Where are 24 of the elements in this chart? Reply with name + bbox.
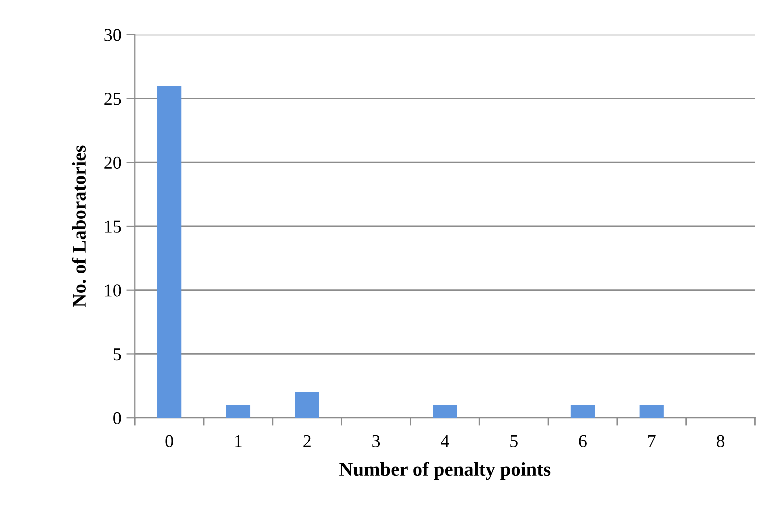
x-axis-title: Number of penalty points bbox=[340, 462, 551, 480]
x-tick-label: 8 bbox=[716, 435, 725, 448]
y-tick-label: 20 bbox=[104, 156, 122, 170]
y-tick-label: 10 bbox=[105, 284, 122, 297]
bar bbox=[570, 405, 596, 418]
x-tick-label: 4 bbox=[441, 435, 450, 448]
x-tick-label: 3 bbox=[372, 435, 380, 448]
y-tick-label: 15 bbox=[105, 220, 122, 233]
bar bbox=[226, 405, 251, 418]
y-tick-label: 5 bbox=[114, 348, 122, 361]
x-tick-label: 1 bbox=[236, 435, 242, 448]
y-axis-title: No. of Laboratories bbox=[72, 146, 86, 308]
bar bbox=[158, 86, 182, 418]
bar bbox=[640, 405, 664, 418]
y-tick-label: 25 bbox=[104, 93, 122, 106]
bar bbox=[433, 405, 458, 418]
x-tick-label: 5 bbox=[510, 435, 518, 448]
bar bbox=[295, 392, 320, 418]
x-tick-label: 6 bbox=[579, 435, 587, 448]
y-tick-label: 0 bbox=[114, 412, 122, 425]
x-tick-label: 7 bbox=[648, 435, 656, 448]
x-tick-label: 2 bbox=[304, 435, 311, 448]
x-tick-label: 0 bbox=[166, 435, 174, 448]
y-tick-label: 30 bbox=[104, 29, 122, 42]
